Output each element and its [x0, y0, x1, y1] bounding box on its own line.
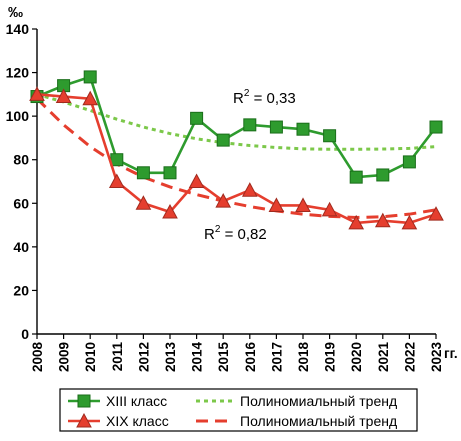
data-point-xix	[108, 173, 125, 188]
x-tick-label: 2009	[57, 342, 72, 372]
legend-marker-xix	[76, 412, 92, 428]
data-point-xix	[401, 214, 418, 230]
x-tick-label: 2008	[30, 342, 45, 373]
axes: 0 20 40 60 80 100 120 140‰ 2008 2009 2010 2011 2012 2…	[6, 4, 458, 372]
x-tick-label: 2019	[323, 342, 338, 372]
x-tick-label: 2012	[136, 342, 151, 372]
y-tick-label: 20	[13, 282, 29, 298]
data-point-xix	[215, 193, 232, 208]
x-unit-label: гг.	[444, 346, 458, 361]
y-tick-label: 60	[13, 195, 29, 211]
data-point-xiii	[136, 166, 150, 180]
trend-line-xix	[35, 97, 437, 219]
x-tick-label: 2021	[376, 342, 391, 373]
data-point-xiii	[376, 168, 390, 182]
data-point-xiii	[349, 170, 363, 184]
legend-marker-xiii	[77, 394, 91, 408]
y-unit-label: ‰	[8, 4, 23, 21]
data-point-xiii	[296, 122, 310, 136]
legend: XIII класс Полиномиальный тренд XIX класс П…	[59, 388, 418, 432]
y-tick-label: 0	[21, 326, 29, 342]
data-point-xix	[321, 201, 338, 217]
data-point-xiii	[243, 118, 257, 132]
data-point-xix	[135, 195, 152, 210]
data-point-xix	[241, 182, 258, 197]
x-tick-label: 2014	[190, 342, 205, 373]
data-point-xiii	[190, 111, 204, 125]
data-point-xix	[55, 88, 72, 104]
x-tick-label: 2020	[349, 342, 364, 372]
data-point-xix	[188, 173, 205, 188]
data-point-xiii	[216, 133, 230, 147]
x-tick-label: 2017	[269, 342, 284, 372]
trend-line-xiii	[36, 92, 437, 151]
r-squared-annotation: R2 = 0,82	[204, 224, 267, 243]
y-tick-label: 100	[6, 108, 30, 124]
data-point-xix	[162, 203, 178, 219]
x-tick-label: 2011	[110, 342, 125, 372]
data-point-xix	[82, 90, 99, 106]
r-squared-annotation: R2 = 0,33	[233, 88, 296, 107]
x-tick-label: 2016	[243, 342, 258, 373]
data-point-xiii	[83, 70, 97, 84]
data-point-xiii	[429, 120, 443, 134]
data-point-xix	[374, 212, 391, 228]
data-point-xix	[29, 86, 45, 101]
legend-label-trend-xiii: Полиномиальный тренд	[240, 393, 397, 409]
data-point-xiii	[269, 120, 283, 134]
x-tick-label: 2010	[83, 342, 98, 372]
data-series	[29, 70, 444, 230]
data-point-xiii	[163, 166, 177, 180]
legend-box	[59, 388, 418, 432]
series-line-xiii	[36, 75, 438, 179]
x-tick-label: 2013	[163, 342, 178, 373]
annotations: R2 = 0,33 R2 = 0,82	[204, 88, 296, 243]
legend-label-xiii: XIII класс	[106, 393, 167, 409]
legend-label-trend-xix: Полиномиальный тренд	[240, 413, 397, 429]
y-tick-label: 120	[6, 65, 30, 81]
data-point-xiii	[402, 155, 416, 169]
data-point-xix	[295, 197, 311, 212]
x-tick-label: 2018	[296, 342, 311, 373]
series-line-xix	[36, 93, 437, 225]
y-tick-label: 80	[13, 152, 29, 168]
x-tick-label: 2023	[429, 342, 444, 373]
y-tick-label: 40	[13, 239, 29, 255]
data-point-xix	[428, 206, 444, 221]
x-tick-label: 2015	[216, 342, 231, 373]
x-tick-label: 2022	[402, 342, 417, 372]
data-point-xix	[268, 197, 285, 212]
legend-label-xix: XIX класс	[106, 413, 169, 429]
trend-lines	[35, 92, 437, 219]
y-tick-label: 140	[6, 21, 30, 37]
data-point-xix	[348, 214, 365, 230]
data-point-xiii	[323, 129, 337, 143]
data-point-xiii	[110, 153, 124, 167]
